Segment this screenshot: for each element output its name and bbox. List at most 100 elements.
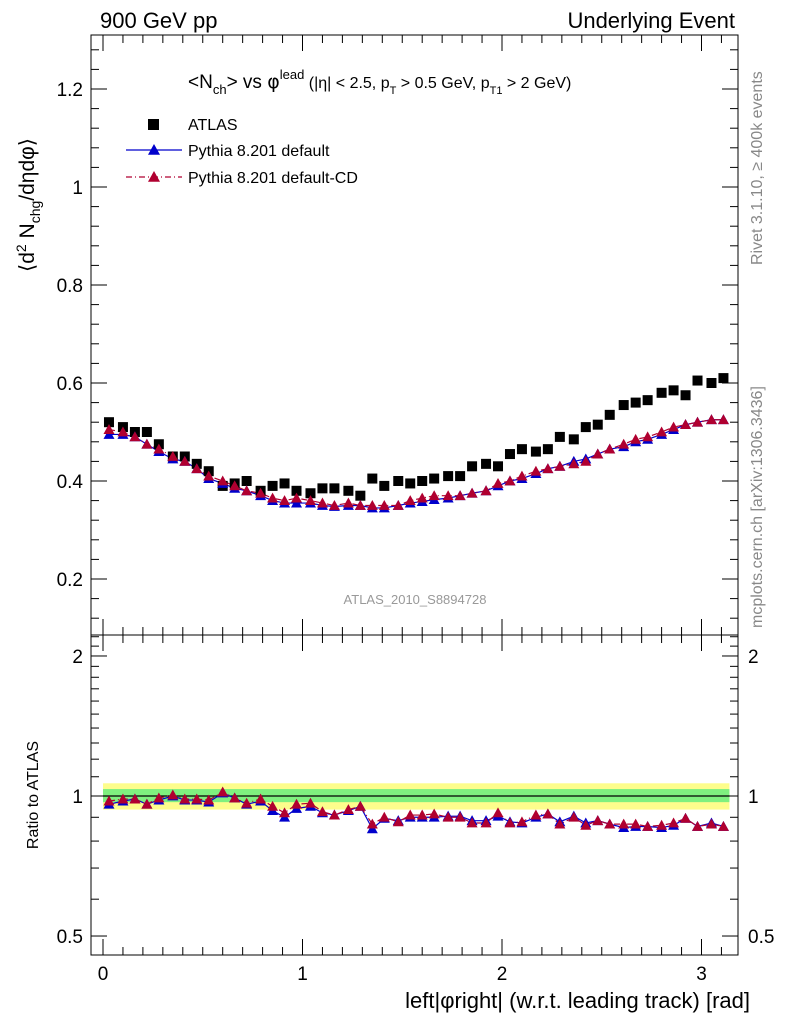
pythia-cd-point — [442, 490, 454, 501]
atlas-point — [379, 480, 390, 491]
atlas-point — [329, 483, 340, 494]
pythia-cd-point — [328, 500, 340, 510]
ratio-pythia-cd-point — [642, 820, 654, 831]
x-tick-label: 2 — [497, 964, 508, 985]
pythia-cd-point — [530, 465, 542, 476]
atlas-point — [305, 488, 316, 499]
atlas-point — [343, 485, 354, 496]
pythia-cd-point — [580, 455, 592, 466]
legend-label: ATLAS — [188, 117, 238, 134]
pythia-cd-point — [504, 475, 516, 486]
header-right: Underlying Event — [567, 8, 735, 33]
ratio-pythia-cd-point — [630, 818, 642, 829]
main-y-tick-label: 0.8 — [57, 276, 83, 297]
ratio-plot-frame — [90, 634, 739, 956]
ratio-pythia-cd-point — [516, 816, 528, 827]
atlas-point — [568, 434, 579, 445]
atlas-point — [405, 478, 416, 489]
ratio-pythia-cd-point — [705, 818, 717, 829]
x-tick-label: 0 — [98, 964, 109, 985]
ratio-pythia-cd-point — [203, 794, 215, 805]
rivet-label: Rivet 3.1.10, ≥ 400k events — [749, 71, 766, 265]
pythia-cd-point — [642, 431, 654, 442]
pythia-cd-point — [392, 500, 404, 510]
pythia-cd-point — [416, 492, 428, 503]
pythia-cd-point — [568, 458, 580, 469]
mcplots-label: mcplots.cern.ch [arXiv:1306.3436] — [749, 386, 766, 628]
pythia-cd-point — [680, 419, 692, 430]
ratio-y-tick-label: 0.5 — [57, 927, 83, 948]
ratio-y-tick-label: 1 — [72, 787, 83, 808]
ratio-y-tick-label-right: 0.5 — [748, 927, 774, 948]
ratio-pythia-cd-point — [342, 804, 354, 814]
pythia-cd-point — [717, 414, 729, 425]
atlas-point — [103, 417, 114, 428]
atlas-point — [317, 483, 328, 494]
pythia-cd-point — [217, 475, 229, 486]
pythia-cd-point — [668, 421, 680, 432]
main-y-axis-label: ⟨d2 Nchg/dηdφ⟩ — [13, 138, 43, 272]
atlas-point — [455, 471, 466, 482]
atlas-point — [355, 490, 366, 501]
legend-atlas-marker — [148, 119, 159, 130]
pythia-cd-point — [141, 438, 153, 449]
pythia-cd-point — [291, 492, 303, 503]
atlas-point — [393, 476, 404, 486]
main-y-tick-label: 1.2 — [57, 80, 83, 101]
atlas-point — [279, 478, 290, 489]
atlas-point — [417, 476, 428, 486]
pythia-cd-point — [492, 477, 504, 488]
main-y-tick-label: 0.2 — [57, 570, 83, 591]
ratio-pythia-cd-point — [279, 807, 291, 818]
ratio-pythia-cd-point — [141, 798, 153, 809]
ratio-pythia-cd-point — [354, 800, 366, 811]
ratio-pythia-cd-point — [568, 811, 580, 822]
pythia-cd-point — [630, 433, 642, 444]
pythia-cd-point — [480, 485, 492, 496]
pythia-cd-point — [705, 414, 717, 425]
ratio-pythia-cd-point — [378, 811, 390, 822]
ratio-pythia-cd-point — [442, 811, 454, 822]
ratio-pythia-cd-point — [530, 809, 542, 820]
pythia-cd-point — [129, 431, 141, 442]
pythia-cd-point — [428, 490, 440, 501]
pythia-cd-point — [241, 485, 253, 496]
pythia-cd-point — [592, 448, 604, 459]
atlas-point — [592, 419, 603, 430]
pythia-cd-point — [354, 500, 366, 510]
ratio-pythia-cd-point — [580, 819, 592, 830]
pythia-cd-point — [604, 443, 616, 454]
atlas-point — [642, 395, 653, 406]
pythia-cd-point — [378, 500, 390, 510]
ratio-pythia-cd-point — [480, 817, 492, 828]
atlas-point — [443, 471, 454, 482]
ratio-pythia-cd-point — [504, 817, 516, 828]
legend-pythia-cd-marker — [148, 171, 160, 182]
ratio-pythia-cd-point — [217, 786, 229, 797]
x-tick-label: 1 — [297, 964, 308, 985]
pythia-cd-point — [454, 490, 466, 501]
ratio-line-pythia-cd — [108, 791, 724, 828]
pythia-cd-point — [255, 487, 267, 498]
atlas-point — [530, 446, 541, 457]
ratio-pythia-cd-point — [454, 811, 466, 822]
ratio-pythia-cd-point — [179, 793, 191, 804]
atlas-point — [241, 476, 252, 486]
ratio-pythia-cd-point — [191, 793, 203, 804]
atlas-point — [680, 390, 691, 401]
ratio-pythia-cd-point — [241, 797, 253, 808]
pythia-cd-point — [103, 424, 115, 434]
ratio-y-tick-label-right: 1 — [748, 787, 759, 808]
atlas-point — [656, 387, 667, 398]
pythia-cd-point — [554, 460, 566, 471]
ratio-pythia-cd-point — [267, 800, 279, 811]
ratio-y-tick-label-right: 2 — [748, 647, 759, 668]
ratio-pythia-cd-point — [404, 809, 416, 820]
atlas-point — [429, 473, 440, 484]
ratio-pythia-cd-point — [416, 809, 428, 820]
x-tick-label: 3 — [696, 964, 707, 985]
pythia-cd-point — [117, 426, 129, 437]
pythia-cd-point — [191, 463, 203, 474]
ratio-pythia-cd-point — [366, 818, 378, 829]
